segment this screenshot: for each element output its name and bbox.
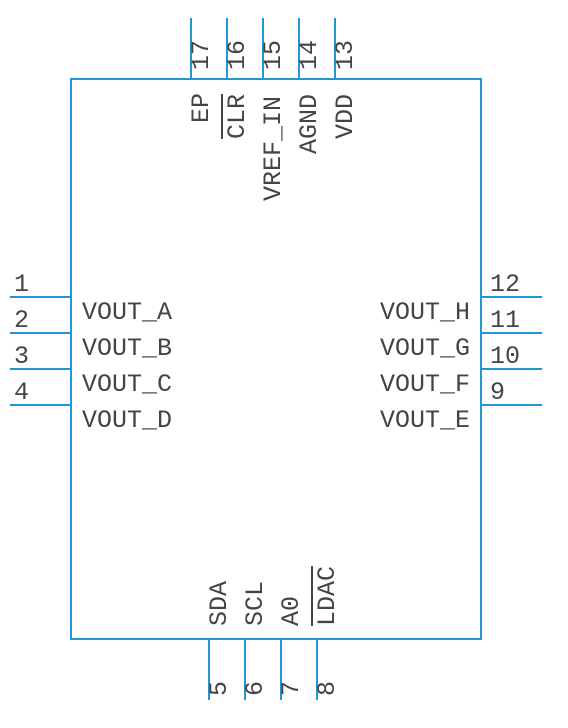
pin-label: VDD <box>331 93 360 138</box>
pin-number: 7 <box>277 681 306 696</box>
pin-number: 6 <box>241 681 270 696</box>
pin-label: VOUT_E <box>380 406 470 435</box>
pin-number: 13 <box>331 40 360 70</box>
pin-number: 16 <box>223 40 252 70</box>
pin-label: VOUT_A <box>82 298 172 327</box>
pin-label: VOUT_D <box>82 406 172 435</box>
pin-number: 12 <box>490 270 520 299</box>
pin-number: 11 <box>490 306 520 335</box>
pin-number: 2 <box>14 306 29 335</box>
pin-label: EP <box>187 93 216 123</box>
pin-label: VOUT_B <box>82 334 172 363</box>
pin-label: A0 <box>277 596 306 626</box>
pin-number: 5 <box>205 681 234 696</box>
pin-number: 15 <box>259 40 288 70</box>
pin-number: 10 <box>490 342 520 371</box>
pin-number: 3 <box>14 342 29 371</box>
pin-label: VOUT_F <box>380 370 470 399</box>
pin-number: 8 <box>313 681 342 696</box>
pin-label: LDAC <box>313 566 342 626</box>
pin-label: VOUT_C <box>82 370 172 399</box>
pin-number: 1 <box>14 270 29 299</box>
pin-number: 9 <box>490 378 505 407</box>
pin-label: VOUT_H <box>380 298 470 327</box>
pin-label: AGND <box>295 94 324 154</box>
pin-label: VREF_IN <box>259 95 288 200</box>
pin-label: SCL <box>241 581 270 626</box>
pin-label: VOUT_G <box>380 334 470 363</box>
pin-number: 4 <box>14 378 29 407</box>
pin-number: 17 <box>187 40 216 70</box>
pin-label: CLR <box>223 93 252 138</box>
pin-number: 14 <box>295 40 324 70</box>
pin-label: SDA <box>205 581 234 626</box>
